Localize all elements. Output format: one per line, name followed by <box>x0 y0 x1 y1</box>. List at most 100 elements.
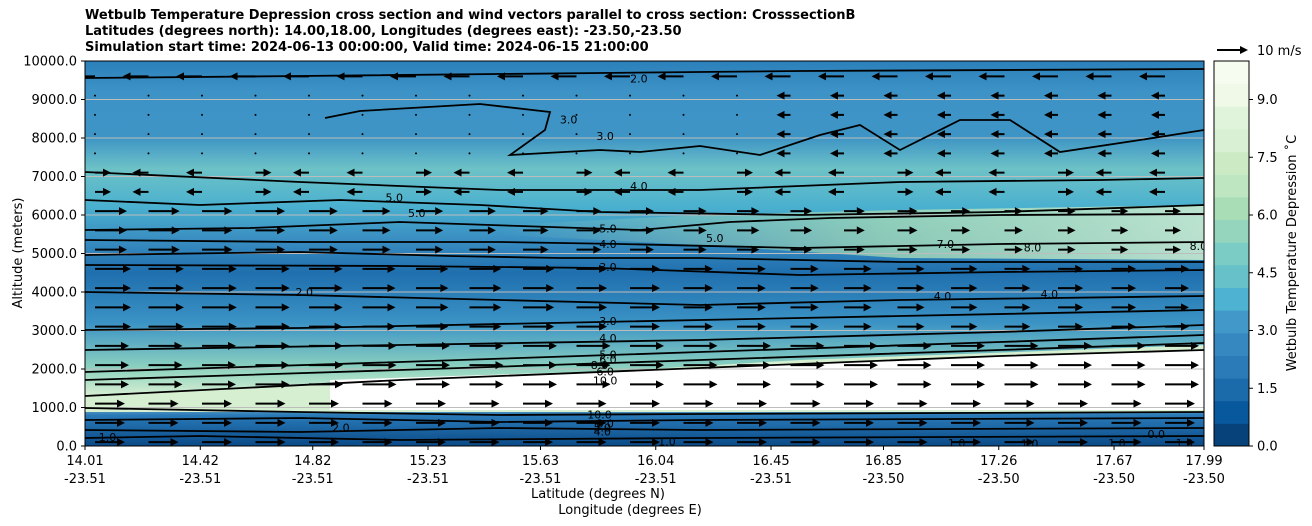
contour-label: 8.0 <box>596 418 614 431</box>
wind-vector <box>309 380 343 389</box>
wind-vector <box>576 418 607 427</box>
wind-vector <box>523 226 549 235</box>
wind-vector <box>576 245 602 254</box>
wind-vector <box>1149 187 1165 196</box>
wind-vector <box>362 322 396 331</box>
colorbar-segment <box>1214 423 1249 447</box>
colorbar-segment <box>1214 400 1249 424</box>
wind-vector <box>468 152 471 155</box>
wind-vector <box>558 61 559 62</box>
contour-label: 7.0 <box>937 238 955 251</box>
contour-label: 1.0 <box>1108 437 1126 450</box>
wind-vector <box>990 110 1005 119</box>
wind-vector <box>897 322 925 331</box>
wind-vector <box>790 361 825 370</box>
wind-vector <box>683 264 713 273</box>
wind-vector <box>844 361 878 370</box>
colorbar-segment <box>1214 355 1249 379</box>
wind-vector <box>497 72 523 81</box>
wind-vector <box>361 113 364 116</box>
wind-vector <box>148 438 179 446</box>
wind-vector <box>937 130 951 139</box>
wind-vector <box>148 264 184 273</box>
colorbar-segment <box>1214 83 1249 107</box>
quiver-key-label: 10 m/s <box>1257 44 1302 59</box>
wind-vector <box>1151 91 1165 100</box>
wind-vector <box>336 72 363 81</box>
wind-vector <box>255 264 290 273</box>
contour-label: 3.0 <box>599 261 617 274</box>
wind-vector <box>309 399 339 408</box>
wind-vector <box>95 303 131 312</box>
wind-vector <box>416 187 432 196</box>
wind-vector <box>416 303 449 312</box>
wind-vector <box>986 61 987 62</box>
colorbar-segment <box>1214 196 1249 221</box>
wind-vector <box>683 341 718 350</box>
wind-vector <box>575 94 578 97</box>
wind-vector <box>255 207 286 216</box>
wind-vector <box>790 264 819 273</box>
wind-vector <box>415 152 417 155</box>
wind-vector <box>202 438 232 446</box>
y-tick-label: 0.0 <box>56 440 77 455</box>
wind-vector <box>1058 207 1076 216</box>
wind-vector <box>362 207 391 216</box>
wind-vector <box>828 168 844 177</box>
contour-label: 10.0 <box>587 408 612 421</box>
contour-label: 1.0 <box>658 435 676 448</box>
wind-vector <box>147 94 150 97</box>
wind-vector <box>1165 418 1195 427</box>
wind-vector <box>630 380 664 389</box>
wind-vector <box>630 438 660 446</box>
wind-vector <box>416 418 446 427</box>
wind-vector <box>202 361 236 370</box>
wind-vector <box>468 94 471 97</box>
wind-vector <box>790 284 819 293</box>
wind-vector <box>201 113 203 116</box>
wind-vector <box>202 418 232 427</box>
x-tick-label-longitude: -23.51 <box>292 472 334 487</box>
wind-vector <box>576 226 602 235</box>
wind-vector <box>1004 341 1039 350</box>
wind-vector <box>629 133 631 136</box>
wind-vector <box>202 303 237 312</box>
wind-vector <box>1111 380 1146 389</box>
wind-vector <box>1039 61 1040 62</box>
contour-label: 4.0 <box>594 425 612 438</box>
colorbar-segment <box>1214 378 1249 402</box>
contour-label: 0.0 <box>1147 428 1165 441</box>
y-tick-label: 7000.0 <box>32 170 78 185</box>
wind-vector <box>550 72 577 81</box>
wind-vector <box>1058 341 1092 350</box>
wind-vector <box>523 264 555 273</box>
wind-vector <box>1058 187 1074 196</box>
wind-vector <box>897 168 914 177</box>
wind-vector <box>737 207 760 216</box>
wind-vector <box>682 94 685 97</box>
wind-vector <box>883 110 898 119</box>
wind-vector <box>309 207 338 216</box>
wind-vector <box>1097 91 1112 100</box>
contour-lines <box>85 68 1204 441</box>
wind-vector <box>1111 418 1142 427</box>
wind-vector <box>202 399 232 408</box>
wind-vector <box>575 113 578 116</box>
wind-vector <box>951 361 985 370</box>
wind-vector <box>576 322 608 331</box>
y-tick-label: 3000.0 <box>32 324 78 339</box>
wind-vector <box>309 438 339 446</box>
contour-labels: 2.03.03.05.05.04.05.04.0 5.03.07.0 8.0 8.02… <box>99 72 1204 450</box>
wind-vector <box>468 113 471 116</box>
wind-vector <box>630 245 654 254</box>
wind-vector <box>1058 245 1076 254</box>
wind-vector <box>951 284 978 293</box>
wind-vector <box>309 361 343 370</box>
wind-vector <box>255 380 290 389</box>
wind-vector <box>229 72 256 81</box>
colorbar-tick-label: 4.5 <box>1257 266 1278 281</box>
wind-vector <box>844 322 872 331</box>
chart-title: Wetbulb Temperature Depression cross sec… <box>85 8 855 56</box>
wind-vector <box>737 322 766 331</box>
wind-vector <box>575 133 578 136</box>
